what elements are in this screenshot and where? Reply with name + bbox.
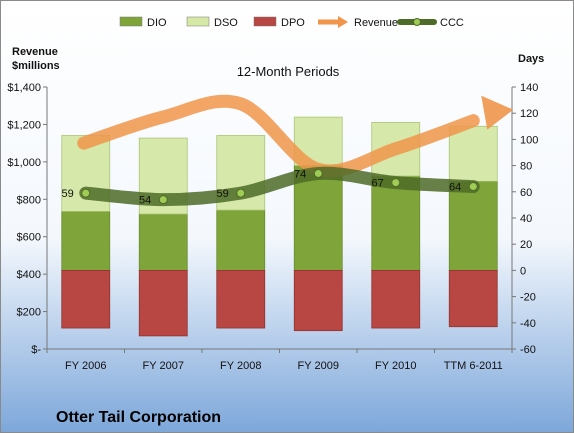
left-tick-label: $1,200 xyxy=(7,119,41,131)
bar-dio xyxy=(293,165,343,271)
right-tick-label: -60 xyxy=(520,344,536,356)
legend-label: DPO xyxy=(281,17,305,29)
right-tick-label: 120 xyxy=(520,108,538,120)
bar-dpo xyxy=(61,269,111,329)
left-tick-label: $600 xyxy=(17,232,41,244)
ccc-point xyxy=(391,178,401,188)
x-tick-label: TTM 6-2011 xyxy=(444,360,503,372)
bar-dpo xyxy=(448,269,498,328)
bar-dpo xyxy=(216,269,266,329)
ccc-data-label: 59 xyxy=(217,188,229,200)
legend-label: DSO xyxy=(214,17,238,29)
legend-label: DIO xyxy=(147,17,167,29)
ccc-line xyxy=(79,166,480,207)
x-tick-label: FY 2009 xyxy=(298,360,339,372)
bar-dpo xyxy=(371,269,421,329)
ccc-data-label: 54 xyxy=(139,195,151,207)
bar-dio xyxy=(216,209,266,271)
bar-dio xyxy=(61,211,111,271)
ccc-point xyxy=(236,188,246,198)
right-axis-title: Days xyxy=(518,53,544,65)
bar-dio xyxy=(448,180,498,271)
revenue-line xyxy=(77,94,480,178)
right-tick-label: -40 xyxy=(520,318,536,330)
company-name: Otter Tail Corporation xyxy=(56,409,221,426)
legend-label: CCC xyxy=(440,17,464,29)
ccc-data-label: 67 xyxy=(372,178,384,190)
revenue-arrowhead xyxy=(481,95,514,130)
right-tick-label: 80 xyxy=(520,161,532,173)
ccc-point xyxy=(158,195,168,205)
ccc-point xyxy=(313,168,323,178)
bar-dio xyxy=(138,213,188,271)
legend-swatch xyxy=(186,16,210,27)
ccc-point xyxy=(468,182,478,192)
bar-dso xyxy=(448,125,498,182)
ccc-point xyxy=(81,188,91,198)
right-tick-label: -20 xyxy=(520,292,536,304)
legend-arrowhead xyxy=(338,16,348,28)
x-tick-label: FY 2010 xyxy=(375,360,416,372)
ccc-data-label: 74 xyxy=(294,168,306,180)
left-tick-label: $400 xyxy=(17,269,41,281)
right-tick-label: 60 xyxy=(520,187,532,199)
legend-marker xyxy=(413,18,421,26)
right-tick-label: 100 xyxy=(520,134,538,146)
bar-dpo xyxy=(293,269,343,332)
x-axis-labels: FY 2006 FY 2007 FY 2008 FY 2009 FY 2010 TTM 6… xyxy=(65,360,503,372)
left-tick-label: $- xyxy=(31,344,41,356)
legend-swatch xyxy=(253,16,277,27)
left-tick-label: $1,400 xyxy=(7,82,41,94)
chart-subtitle: 12-Month Periods xyxy=(237,64,340,79)
right-tick-label: 40 xyxy=(520,213,532,225)
left-axis-title-line1: Revenue xyxy=(12,46,58,58)
left-tick-label: $1,000 xyxy=(7,157,41,169)
right-tick-label: 0 xyxy=(520,265,526,277)
left-tick-label: $200 xyxy=(17,307,41,319)
x-tick-label: FY 2008 xyxy=(220,360,261,372)
left-axis-title-line2: $millions xyxy=(12,60,60,72)
legend: DIO DSO DPO Revenue CCC xyxy=(119,16,464,29)
axes: $- $200 $400 $600 $800 $1,000 $1,200 $1,400 -60 -… xyxy=(7,82,538,356)
legend-swatch xyxy=(119,16,143,27)
bar-dpo xyxy=(138,269,188,337)
lines: 59 54 59 74 67 64 xyxy=(62,94,514,207)
legend-label: Revenue xyxy=(354,17,398,29)
x-tick-label: FY 2006 xyxy=(65,360,106,372)
x-tick-label: FY 2007 xyxy=(143,360,184,372)
right-tick-label: 140 xyxy=(520,82,538,94)
ccc-data-label: 64 xyxy=(449,182,461,194)
ccc-data-label: 59 xyxy=(62,188,74,200)
left-tick-label: $800 xyxy=(17,194,41,206)
right-tick-label: 20 xyxy=(520,239,532,251)
